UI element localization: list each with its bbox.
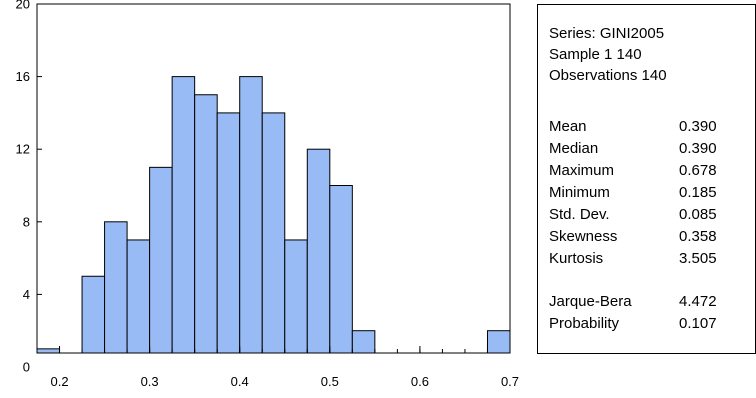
stat-value: 0.358 bbox=[679, 228, 717, 245]
histogram-bar bbox=[284, 239, 308, 354]
stat-value: 0.185 bbox=[679, 184, 717, 201]
stat-label: Mean bbox=[549, 118, 587, 135]
histogram-bar bbox=[351, 330, 376, 354]
y-tick-label: 0 bbox=[23, 360, 30, 375]
histogram-bar bbox=[126, 239, 151, 354]
stat-label: Minimum bbox=[549, 184, 610, 201]
stat-value: 0.390 bbox=[679, 118, 717, 135]
stat-label: Kurtosis bbox=[549, 250, 604, 267]
x-tick-label: 0.5 bbox=[321, 374, 339, 389]
series-name: Series: GINI2005 bbox=[549, 25, 665, 42]
histogram-bar bbox=[306, 148, 331, 354]
stat-label: Jarque-Bera bbox=[549, 293, 632, 310]
stat-row-jarque-bera: Jarque-Bera 4.472 bbox=[549, 293, 749, 313]
histogram-bar bbox=[104, 221, 128, 354]
y-tick-label: 16 bbox=[16, 69, 30, 84]
stat-value: 0.085 bbox=[679, 206, 717, 223]
stat-row-median: Median 0.390 bbox=[549, 140, 749, 160]
stat-row-skewness: Skewness 0.358 bbox=[549, 228, 749, 248]
stat-value: 0.390 bbox=[679, 140, 717, 157]
x-tick-label: 0.6 bbox=[411, 374, 429, 389]
stat-value: 3.505 bbox=[679, 250, 717, 267]
stat-value: 0.107 bbox=[679, 315, 717, 332]
y-tick-label: 8 bbox=[23, 214, 30, 229]
stat-row-mean: Mean 0.390 bbox=[549, 118, 749, 138]
stat-row-minimum: Minimum 0.185 bbox=[549, 184, 749, 204]
stat-row-kurtosis: Kurtosis 3.505 bbox=[549, 250, 749, 270]
x-tick-label: 0.4 bbox=[231, 374, 249, 389]
stat-value: 0.678 bbox=[679, 162, 717, 179]
histogram-bar bbox=[239, 76, 263, 354]
stat-label: Std. Dev. bbox=[549, 206, 610, 223]
y-tick-label: 4 bbox=[23, 287, 30, 302]
stat-row-std-dev: Std. Dev. 0.085 bbox=[549, 206, 749, 226]
histogram-bar bbox=[194, 94, 218, 354]
histogram-bar bbox=[171, 76, 196, 354]
stat-value: 4.472 bbox=[679, 293, 717, 310]
histogram-bar bbox=[261, 112, 286, 354]
x-tick-label: 0.2 bbox=[50, 374, 68, 389]
stat-label: Maximum bbox=[549, 162, 615, 179]
observations-count: Observations 140 bbox=[549, 67, 667, 84]
histogram-chart: 0 4 8 12 16 20 0.2 0.3 0.4 0.5 0.6 0.7 bbox=[16, 0, 520, 389]
stat-label: Median bbox=[549, 140, 599, 157]
y-tick-label: 20 bbox=[16, 0, 30, 12]
histogram-bar bbox=[216, 112, 241, 354]
stat-row-probability: Probability 0.107 bbox=[549, 315, 749, 335]
histogram-bar bbox=[36, 348, 61, 354]
x-tick-label: 0.3 bbox=[141, 374, 159, 389]
stat-label: Skewness bbox=[549, 228, 618, 245]
histogram-bar bbox=[486, 330, 511, 354]
histogram-bar bbox=[149, 166, 173, 354]
sample-range: Sample 1 140 bbox=[549, 46, 642, 63]
stat-label: Probability bbox=[549, 315, 620, 332]
descriptive-statistics-box: Series: GINI2005 Sample 1 140 Observatio… bbox=[537, 4, 756, 354]
y-tick-label: 12 bbox=[16, 142, 30, 157]
histogram-bar bbox=[329, 185, 353, 354]
stat-row-maximum: Maximum 0.678 bbox=[549, 162, 749, 182]
x-tick-label: 0.7 bbox=[501, 374, 519, 389]
histogram-bar bbox=[81, 275, 106, 354]
